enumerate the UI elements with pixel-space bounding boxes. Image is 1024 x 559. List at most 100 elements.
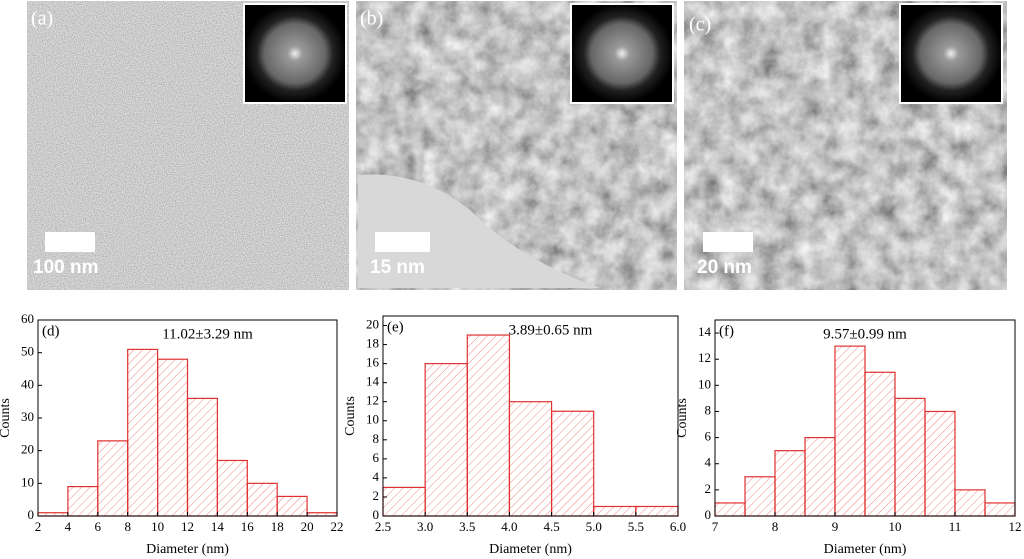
- y-tick-label: 14: [698, 324, 712, 339]
- fft-inset: [899, 3, 1003, 104]
- panel-label: (c): [689, 14, 711, 36]
- bar: [424, 363, 468, 517]
- bar: [157, 358, 189, 517]
- x-tick-label: 8: [772, 519, 779, 534]
- y-axis-label: Counts: [0, 398, 13, 438]
- y-tick-label: 2: [373, 488, 380, 503]
- x-tick-label: 4: [65, 519, 72, 534]
- y-tick-label: 0: [373, 507, 380, 522]
- fft-inset: [570, 3, 674, 104]
- bar: [276, 495, 308, 517]
- bar: [97, 440, 129, 517]
- annotation: 3.89±0.65 nm: [509, 322, 593, 338]
- y-tick-label: 20: [21, 442, 34, 457]
- x-axis-label: Diameter (nm): [489, 542, 572, 557]
- tem-panels: (a) (b) (c) 100 nm 15 nm 20 nm: [25, 0, 1009, 292]
- bar: [954, 489, 986, 517]
- panel-label: (e): [387, 319, 404, 335]
- bar: [984, 502, 1016, 517]
- panel-label: (a): [31, 8, 53, 30]
- scale-label: 100 nm: [33, 257, 98, 278]
- x-axis-label: Diameter (nm): [146, 542, 229, 557]
- bar: [864, 371, 896, 517]
- y-tick-label: 6: [705, 429, 712, 444]
- panel-label: (f): [719, 323, 734, 339]
- x-tick-label: 20: [301, 519, 314, 534]
- x-tick-label: 12: [1009, 519, 1022, 534]
- y-tick-label: 10: [698, 376, 711, 391]
- y-tick-label: 18: [366, 336, 379, 351]
- y-tick-label: 40: [21, 376, 34, 391]
- bar: [127, 348, 159, 517]
- y-tick-label: 0: [705, 507, 712, 522]
- x-tick-label: 5.0: [586, 519, 602, 534]
- y-tick-label: 0: [28, 507, 35, 522]
- bar: [804, 437, 836, 517]
- y-axis-label: Counts: [343, 396, 358, 436]
- x-tick-label: 22: [331, 519, 344, 534]
- x-tick-label: 12: [181, 519, 194, 534]
- bar: [186, 397, 218, 517]
- bar: [382, 486, 426, 517]
- scale-bar: [703, 232, 753, 252]
- bar: [924, 410, 956, 517]
- y-tick-label: 2: [705, 481, 712, 496]
- scale-label: 20 nm: [697, 257, 752, 278]
- scale-label: 15 nm: [370, 257, 425, 278]
- bar: [508, 401, 553, 517]
- x-tick-label: 11: [949, 519, 962, 534]
- x-tick-label: 14: [211, 519, 225, 534]
- fft-inset: [243, 3, 347, 104]
- x-tick-label: 5.5: [628, 519, 644, 534]
- y-tick-label: 10: [366, 412, 379, 427]
- bar: [714, 502, 746, 517]
- y-axis-label: Counts: [675, 398, 690, 438]
- y-tick-label: 12: [698, 350, 711, 365]
- x-tick-label: 2: [35, 519, 42, 534]
- bar: [216, 459, 248, 517]
- y-tick-label: 14: [366, 374, 380, 389]
- annotation: 9.57±0.99 nm: [823, 326, 907, 342]
- x-axis-label: Diameter (nm): [824, 542, 907, 557]
- x-tick-label: 9: [832, 519, 839, 534]
- y-tick-label: 4: [373, 469, 380, 484]
- bar: [635, 505, 679, 517]
- y-tick-label: 30: [21, 409, 34, 424]
- bar: [834, 345, 866, 517]
- x-tick-label: 3.0: [417, 519, 433, 534]
- y-tick-label: 20: [366, 317, 379, 332]
- bar: [466, 334, 511, 517]
- x-tick-label: 3.5: [459, 519, 475, 534]
- x-tick-label: 7: [712, 519, 719, 534]
- y-tick-label: 8: [373, 431, 380, 446]
- x-tick-label: 4.5: [543, 519, 559, 534]
- bar: [593, 505, 637, 517]
- x-tick-label: 10: [151, 519, 164, 534]
- y-tick-label: 60: [21, 311, 34, 326]
- bar: [246, 482, 278, 517]
- y-tick-label: 6: [373, 450, 380, 465]
- scale-bar: [45, 232, 95, 252]
- scale-bar: [375, 232, 430, 252]
- y-tick-label: 8: [705, 402, 712, 417]
- bar: [67, 486, 99, 517]
- bar: [774, 450, 806, 517]
- x-tick-label: 18: [271, 519, 284, 534]
- bar: [894, 397, 926, 517]
- x-tick-label: 16: [241, 519, 255, 534]
- plot-frame: [714, 319, 1016, 517]
- plot-frame: [382, 315, 679, 517]
- bar: [744, 476, 776, 517]
- y-tick-label: 4: [705, 455, 712, 470]
- x-tick-label: 6: [95, 519, 102, 534]
- y-tick-label: 10: [21, 474, 34, 489]
- x-tick-label: 2.5: [375, 519, 391, 534]
- panel-label: (d): [42, 323, 60, 339]
- x-tick-label: 10: [889, 519, 902, 534]
- x-tick-label: 4.0: [501, 519, 517, 534]
- annotation: 11.02±3.29 nm: [162, 326, 253, 342]
- bar: [550, 410, 595, 517]
- y-tick-label: 16: [366, 355, 380, 370]
- y-tick-label: 12: [366, 393, 379, 408]
